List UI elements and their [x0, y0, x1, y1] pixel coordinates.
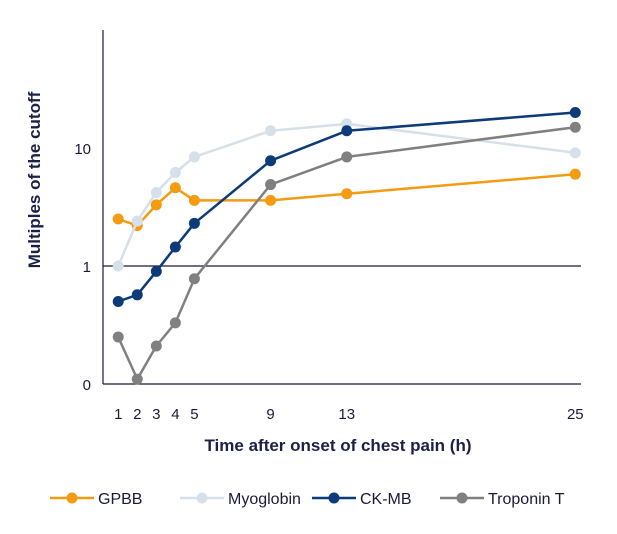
- x-tick-label: 9: [266, 406, 274, 423]
- series-line-gpbb: [117, 172, 576, 227]
- series-ck-mb: [112, 106, 581, 308]
- data-point-myoglobin: [265, 125, 277, 137]
- legend-label: CK-MB: [360, 491, 412, 508]
- legend-swatch-marker: [328, 492, 340, 504]
- data-point-ck-mb: [150, 265, 162, 277]
- series-troponin-t: [112, 121, 581, 385]
- legend-label: Troponin T: [488, 491, 565, 508]
- series-myoglobin: [112, 118, 581, 272]
- legend-label: GPBB: [98, 491, 142, 508]
- data-point-myoglobin: [188, 151, 200, 163]
- x-tick-label: 13: [338, 406, 355, 423]
- data-point-troponin-t: [188, 273, 200, 285]
- data-point-gpbb: [265, 194, 277, 206]
- x-tick-label: 5: [190, 406, 198, 423]
- legend: GPBB Myoglobin CK-MB Troponin T: [50, 491, 565, 508]
- data-point-ck-mb: [341, 125, 353, 137]
- series-line-ck-mb: [117, 111, 576, 303]
- legend-item-gpbb: GPBB: [50, 491, 142, 508]
- legend-item-troponin-t: Troponin T: [440, 491, 565, 508]
- data-point-gpbb: [341, 188, 353, 200]
- data-point-troponin-t: [341, 151, 353, 163]
- data-point-myoglobin: [169, 166, 181, 178]
- x-tick-label: 1: [114, 406, 122, 423]
- legend-swatch-marker: [456, 492, 468, 504]
- data-point-ck-mb: [188, 217, 200, 229]
- data-point-myoglobin: [569, 147, 581, 159]
- x-axis-title: Time after onset of chest pain (h): [204, 436, 471, 455]
- legend-swatch-marker: [66, 492, 78, 504]
- series-line-myoglobin: [117, 122, 576, 267]
- data-point-troponin-t: [112, 331, 124, 343]
- data-point-gpbb: [150, 199, 162, 211]
- x-tick-label: 3: [152, 406, 160, 423]
- data-point-troponin-t: [569, 121, 581, 133]
- legend-swatch-marker: [196, 492, 208, 504]
- data-point-ck-mb: [265, 155, 277, 167]
- series-line-troponin-t: [117, 125, 576, 381]
- data-point-troponin-t: [150, 340, 162, 352]
- data-point-gpbb: [169, 182, 181, 194]
- y-tick-label: 0: [83, 377, 91, 394]
- x-tick-label: 4: [171, 406, 179, 423]
- data-point-troponin-t: [131, 373, 143, 385]
- legend-item-myoglobin: Myoglobin: [180, 491, 301, 508]
- data-point-gpbb: [188, 194, 200, 206]
- data-point-myoglobin: [150, 186, 162, 198]
- y-tick-label: 10: [74, 141, 91, 158]
- x-tick-label: 2: [133, 406, 141, 423]
- data-point-troponin-t: [169, 317, 181, 329]
- data-point-myoglobin: [112, 260, 124, 272]
- data-point-gpbb: [112, 213, 124, 225]
- x-tick-label: 25: [567, 406, 584, 423]
- data-point-ck-mb: [169, 241, 181, 253]
- legend-label: Myoglobin: [228, 491, 301, 508]
- legend-item-ck-mb: CK-MB: [312, 491, 412, 508]
- data-point-troponin-t: [265, 179, 277, 191]
- data-point-myoglobin: [131, 215, 143, 227]
- series-layer: [112, 106, 581, 385]
- y-tick-label: 1: [83, 259, 91, 276]
- y-axis-title: Multiples of the cutoff: [25, 91, 44, 268]
- axes: [102, 30, 581, 385]
- data-point-gpbb: [569, 168, 581, 180]
- data-point-ck-mb: [569, 106, 581, 118]
- series-gpbb: [112, 168, 581, 232]
- data-point-ck-mb: [131, 289, 143, 301]
- data-point-ck-mb: [112, 296, 124, 308]
